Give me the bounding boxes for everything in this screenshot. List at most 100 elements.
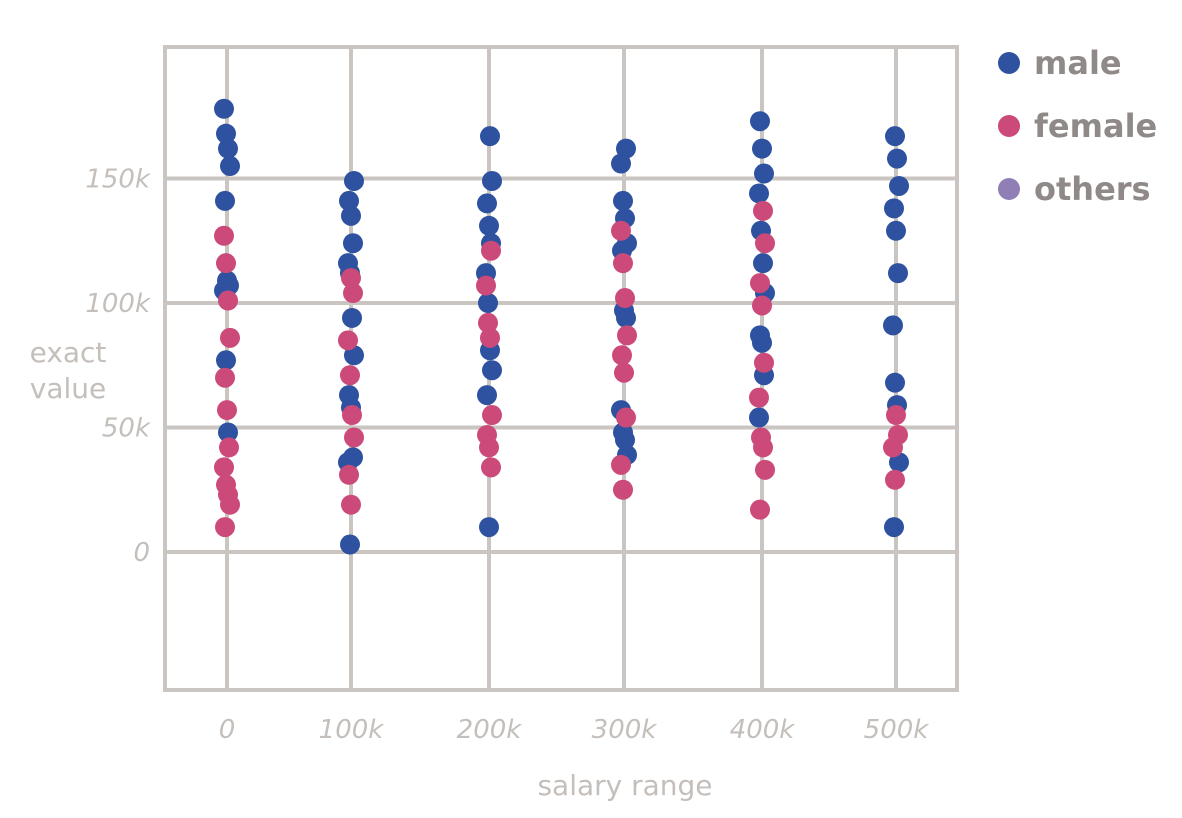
legend-swatch-others <box>998 178 1020 200</box>
data-point-female <box>219 437 239 458</box>
data-point-female <box>611 454 631 475</box>
data-point-male <box>749 183 769 204</box>
data-point-female <box>886 405 906 426</box>
y-axis-title: exact value <box>30 336 107 405</box>
y-tick-label: 100k <box>85 289 151 319</box>
data-point-male <box>889 175 909 196</box>
data-point-male <box>888 263 908 284</box>
data-point-male <box>749 407 769 428</box>
data-point-female <box>220 494 240 515</box>
data-point-male <box>214 98 234 119</box>
data-point-male <box>220 156 240 177</box>
data-point-female <box>476 275 496 296</box>
data-point-female <box>480 327 500 348</box>
data-points <box>214 98 909 555</box>
legend-swatch-male <box>998 52 1020 74</box>
data-point-male <box>884 198 904 219</box>
data-point-female <box>885 469 905 490</box>
data-point-female <box>341 494 361 515</box>
legend: male female others <box>998 44 1157 208</box>
x-tick-label: 200k <box>457 715 523 745</box>
data-point-male <box>750 111 770 132</box>
data-point-female <box>217 400 237 421</box>
data-point-male <box>477 385 497 406</box>
legend-label-female: female <box>1034 107 1157 145</box>
x-tick-label: 300k <box>592 715 658 745</box>
data-point-female <box>479 437 499 458</box>
data-point-male <box>218 138 238 159</box>
data-point-female <box>214 457 234 478</box>
data-point-female <box>343 283 363 304</box>
data-point-female <box>341 268 361 289</box>
data-point-female <box>611 220 631 241</box>
data-point-male <box>482 170 502 191</box>
data-point-female <box>218 290 238 311</box>
data-point-female <box>753 200 773 221</box>
data-point-female <box>753 437 773 458</box>
plot-frame <box>163 45 959 692</box>
data-point-female <box>612 345 632 366</box>
data-point-female <box>617 325 637 346</box>
x-tick-labels: 0 100k 200k 300k 400k 500k <box>219 715 930 745</box>
data-point-male <box>218 422 238 443</box>
data-point-female <box>754 352 774 373</box>
data-point-male <box>342 307 362 328</box>
data-point-male <box>611 153 631 174</box>
data-point-male <box>886 220 906 241</box>
y-tick-labels: 0 50k 100k 150k <box>85 165 151 569</box>
data-point-male <box>753 253 773 274</box>
x-axis-title: salary range <box>537 769 712 802</box>
data-point-male <box>752 332 772 353</box>
data-point-male <box>482 360 502 381</box>
x-tick-label: 100k <box>319 715 385 745</box>
data-point-female <box>215 367 235 388</box>
data-point-female <box>750 499 770 520</box>
data-point-female <box>344 427 364 448</box>
data-point-male <box>885 126 905 147</box>
data-point-male <box>216 350 236 371</box>
y-tick-label: 150k <box>85 165 151 195</box>
data-point-female <box>614 362 634 383</box>
data-point-female <box>339 464 359 485</box>
x-tick-label: 500k <box>864 715 930 745</box>
data-point-female <box>749 387 769 408</box>
data-point-female <box>214 225 234 246</box>
data-point-male <box>344 170 364 191</box>
data-point-male <box>480 126 500 147</box>
data-point-male <box>215 190 235 211</box>
data-point-male <box>616 307 636 328</box>
data-point-male <box>343 233 363 254</box>
x-tick-label: 400k <box>730 715 796 745</box>
data-point-male <box>883 315 903 336</box>
y-tick-label: 50k <box>102 414 151 444</box>
legend-label-others: others <box>1034 170 1151 208</box>
data-point-female <box>481 240 501 261</box>
data-point-male <box>340 534 360 555</box>
data-point-female <box>752 295 772 316</box>
data-point-male <box>884 517 904 538</box>
data-point-female <box>338 330 358 351</box>
data-point-female <box>883 437 903 458</box>
data-point-female <box>755 233 775 254</box>
data-point-male <box>478 293 498 313</box>
data-point-female <box>215 517 235 538</box>
data-point-female <box>613 479 633 500</box>
data-point-male <box>615 429 635 450</box>
data-point-female <box>613 253 633 274</box>
data-point-male <box>479 215 499 236</box>
data-point-female <box>478 312 498 333</box>
legend-label-male: male <box>1034 44 1122 82</box>
grid <box>165 47 957 690</box>
data-point-male <box>754 163 774 184</box>
data-point-male <box>887 148 907 169</box>
data-point-female <box>616 407 636 428</box>
data-point-female <box>340 365 360 386</box>
x-tick-label: 0 <box>219 715 236 745</box>
data-point-female <box>220 327 240 348</box>
data-point-female <box>482 405 502 426</box>
y-tick-label: 0 <box>133 538 150 568</box>
data-point-female <box>615 288 635 309</box>
data-point-male <box>613 190 633 211</box>
data-point-female <box>216 253 236 274</box>
